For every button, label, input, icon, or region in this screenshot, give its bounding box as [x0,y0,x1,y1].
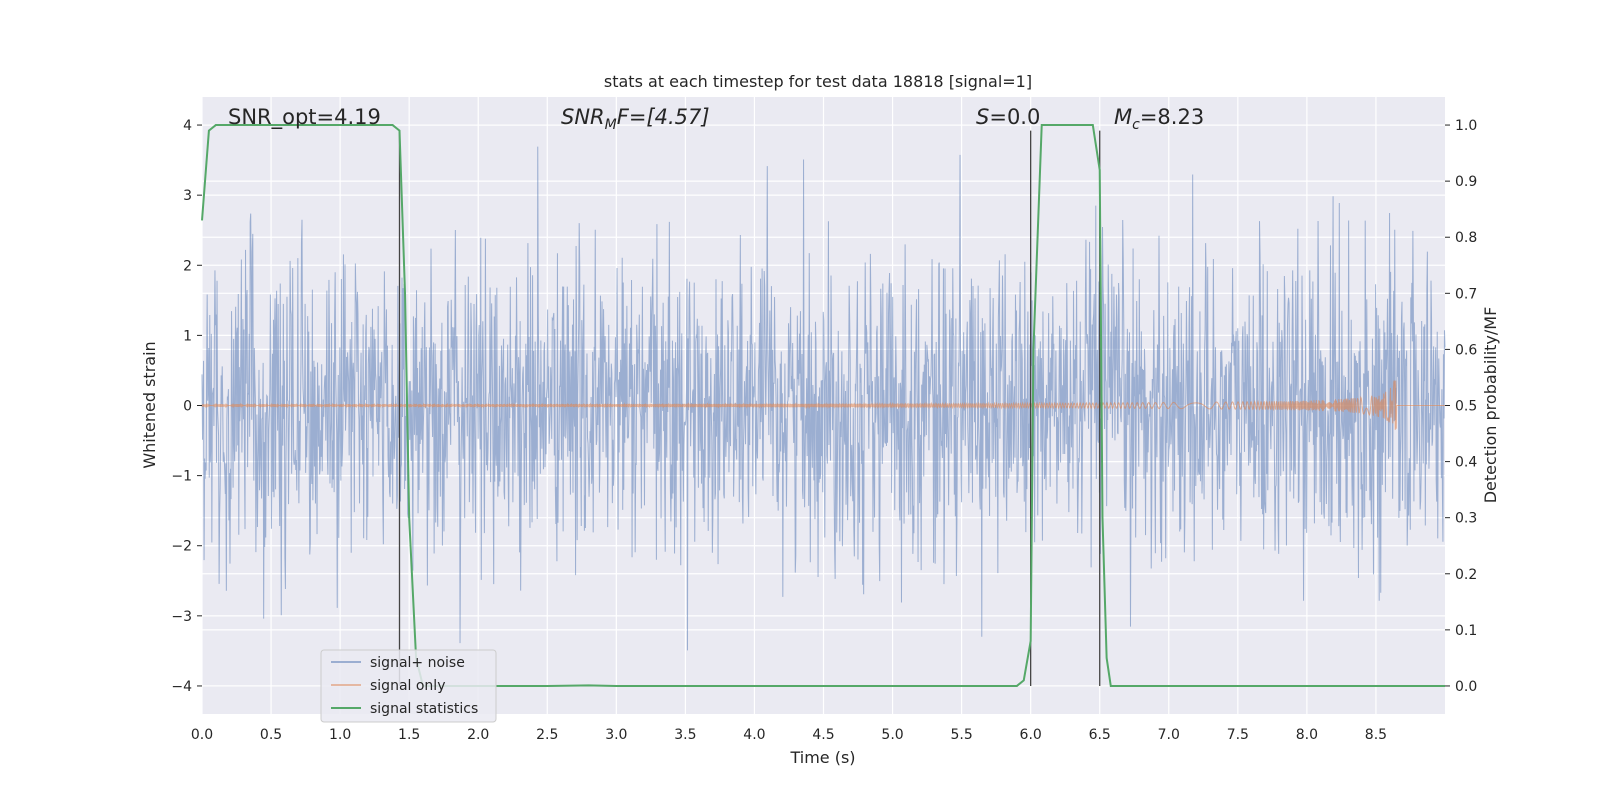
annotation-mc-main: M [1114,105,1132,129]
x-tick-label: 2.5 [536,727,558,743]
annotation-snr-mf-main: SNR [561,105,605,129]
annotation-snr-opt: SNR_opt=4.19 [228,105,381,130]
annotation-s: S=0.0 [976,105,1040,129]
y-right-tick-label: 0.6 [1455,342,1477,358]
x-tick-label: 5.5 [950,727,972,743]
x-tick-labels: 0.0 0.5 1.0 1.5 2.0 2.5 3.0 3.5 4.0 4.5 5.0 5.5 6.0 6… [191,727,1387,743]
y-right-tick-label: 0.8 [1455,230,1477,246]
x-tick-label: 6.0 [1020,727,1042,743]
y-left-tick-label: 1 [183,328,192,344]
y-right-tick-label: 1.0 [1455,118,1477,134]
x-tick-label: 3.0 [605,727,627,743]
y-right-tick-labels: 1.0 0.9 0.8 0.7 0.6 0.5 0.4 0.3 0.2 0.1 0.0 [1445,118,1477,695]
legend-label-signal: signal only [370,678,445,694]
legend-box [320,649,497,723]
series-signal-statistics-line [201,124,1445,687]
y-left-tick-label: −2 [171,539,192,555]
annotation-mc-rest: =8.23 [1140,105,1204,129]
legend-label-stats: signal statistics [370,701,478,717]
x-tick-label: 1.0 [329,727,351,743]
y-right-tick-label: 0.0 [1455,679,1477,695]
series-signal-noise-line [201,146,1446,651]
x-tick-label: 8.5 [1365,727,1387,743]
x-tick-label: 5.0 [881,727,903,743]
annotation-mc-sub: c [1132,117,1140,133]
x-tick-label: 4.5 [812,727,834,743]
y-right-tick-label: 0.3 [1455,511,1477,527]
y-right-tick-label: 0.9 [1455,174,1477,190]
y-right-tick-label: 0.7 [1455,286,1477,302]
annotation-snr-mf: SNRMF=[4.57] [561,105,710,133]
x-tick-label: 4.0 [743,727,765,743]
y-left-tick-labels: 4 3 2 1 0 −1 −2 −3 −4 [171,118,202,695]
y-left-tick-label: 2 [183,258,192,274]
stats-series [201,124,1445,687]
x-tick-label: 7.0 [1158,727,1180,743]
x-tick-label: 0.5 [260,727,282,743]
y-right-tick-label: 0.2 [1455,567,1477,583]
annotation-s-main: S [976,105,989,129]
y-left-tick-label: 0 [183,399,192,415]
chart-title: stats at each timestep for test data 188… [604,72,1032,91]
y-right-tick-label: 0.4 [1455,455,1477,471]
annotation-snr-mf-rest: F=[4.57] [617,105,710,129]
annotation-snr-mf-sub: M [605,117,617,133]
y-left-tick-label: −3 [171,609,192,625]
x-tick-label: 2.0 [467,727,489,743]
y-right-axis-label: Detection probability/MF [1481,307,1500,504]
y-left-axis-label: Whitened strain [140,341,159,468]
x-tick-label: 8.0 [1296,727,1318,743]
y-right-tick-label: 0.1 [1455,623,1477,639]
x-tick-label: 1.5 [398,727,420,743]
y-left-tick-label: 3 [183,188,192,204]
y-left-tick-label: 4 [183,118,192,134]
legend-label-noise: signal+ noise [370,655,465,671]
annotation-s-rest: =0.0 [989,105,1040,129]
series-signal-only-line [201,380,1445,430]
y-left-tick-label: −4 [171,679,192,695]
x-tick-label: 0.0 [191,727,213,743]
signal-series [201,380,1445,430]
legend: signal+ noise signal only signal statist… [320,649,497,723]
x-tick-label: 7.5 [1227,727,1249,743]
y-right-tick-label: 0.5 [1455,399,1477,415]
y-left-tick-label: −1 [171,469,192,485]
x-tick-label: 3.5 [674,727,696,743]
noise-series [201,146,1446,651]
annotation-mc: Mc=8.23 [1114,105,1204,133]
x-tick-label: 6.5 [1089,727,1111,743]
x-axis-label: Time (s) [789,748,855,767]
